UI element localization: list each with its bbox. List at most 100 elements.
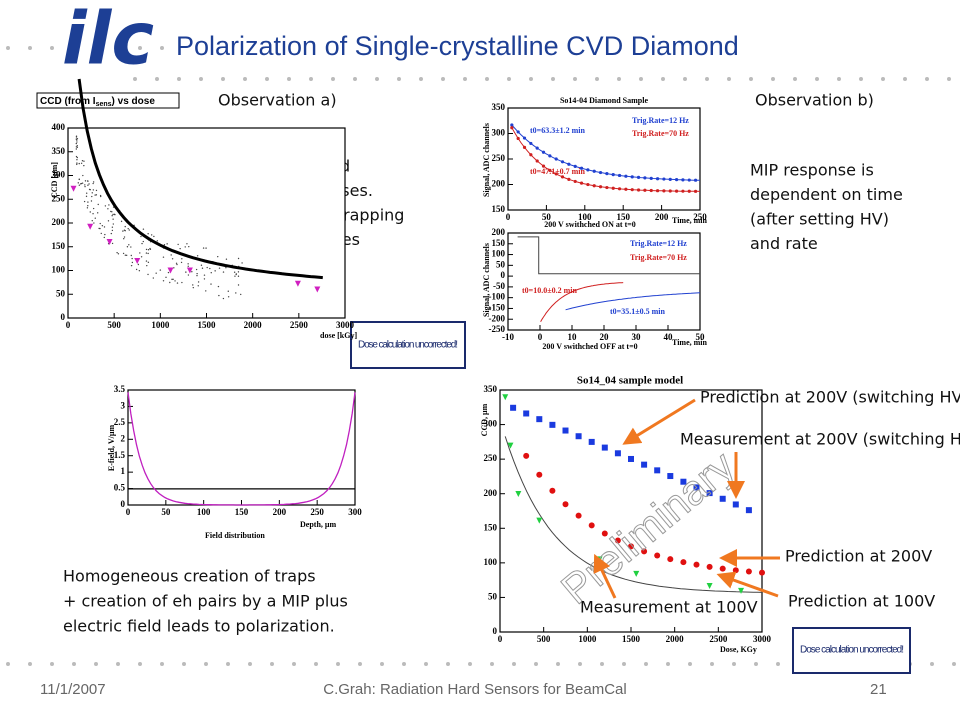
- x-unit: Time, min: [672, 216, 708, 225]
- scatter-dot: [76, 143, 77, 144]
- point: [733, 567, 739, 573]
- point: [643, 176, 646, 179]
- dot: [72, 662, 76, 666]
- scatter-dot: [110, 211, 111, 212]
- scatter-dot: [218, 286, 219, 287]
- point: [555, 157, 558, 160]
- dot: [815, 77, 819, 81]
- scatter-dot: [91, 196, 92, 197]
- scatter-dot: [218, 295, 219, 296]
- scatter-dot: [234, 272, 235, 273]
- y-tick-label: 350: [52, 146, 66, 156]
- point: [586, 183, 589, 186]
- point: [675, 189, 678, 192]
- text-line: (after setting HV): [750, 210, 889, 229]
- dot: [732, 662, 736, 666]
- scatter-dot: [125, 226, 126, 227]
- x-axis-label: Dose, KGy: [720, 645, 757, 654]
- point: [694, 562, 700, 568]
- scatter-dot: [217, 256, 218, 257]
- scatter-dot: [188, 274, 189, 275]
- point: [650, 177, 653, 180]
- scatter-dot: [169, 282, 170, 283]
- point: [667, 556, 673, 562]
- scatter-dot: [176, 264, 177, 265]
- scatter-dot: [76, 159, 77, 160]
- scatter-dot: [238, 276, 239, 277]
- scatter-dot: [112, 218, 113, 219]
- scatter-dot: [87, 205, 88, 206]
- scatter-dot: [125, 255, 126, 256]
- x-tick-label: 0: [126, 507, 131, 517]
- dot: [270, 662, 274, 666]
- point: [510, 123, 513, 126]
- square: [733, 501, 739, 507]
- point: [580, 182, 583, 185]
- x-tick-label: 200: [273, 507, 287, 517]
- scatter-dot: [88, 183, 89, 184]
- scatter-dot: [87, 185, 88, 186]
- point: [680, 559, 686, 565]
- scatter-dot: [122, 230, 123, 231]
- plot-title: So14-04 Diamond Sample: [560, 96, 648, 105]
- plot-frame: [128, 390, 355, 505]
- y-tick-label: -100: [489, 292, 506, 302]
- dot: [947, 77, 951, 81]
- point: [510, 126, 513, 129]
- scatter-dot: [85, 180, 86, 181]
- scatter-dot: [124, 236, 125, 237]
- scatter-dot: [234, 275, 235, 276]
- scatter-dot: [177, 244, 178, 245]
- dot: [578, 662, 582, 666]
- annotation: Measurement at 100V: [580, 598, 758, 617]
- dot: [204, 662, 208, 666]
- dot: [490, 662, 494, 666]
- scatter-dot: [76, 141, 77, 142]
- scatter-dot: [83, 161, 84, 162]
- scatter-dot: [186, 243, 187, 244]
- dot: [617, 77, 621, 81]
- scatter-dot: [82, 160, 83, 161]
- scatter-dot: [97, 212, 98, 213]
- dot: [661, 77, 665, 81]
- scatter-dot: [191, 271, 192, 272]
- scatter-dot: [96, 190, 97, 191]
- dot: [50, 662, 54, 666]
- point: [618, 187, 621, 190]
- y-tick-label: 0: [501, 270, 506, 280]
- dot: [155, 77, 159, 81]
- scatter-dot: [111, 215, 112, 216]
- dot: [116, 662, 120, 666]
- scatter-dot: [166, 243, 167, 244]
- point: [605, 172, 608, 175]
- scatter-dot: [83, 165, 84, 166]
- dot: [529, 77, 533, 81]
- point: [576, 513, 582, 519]
- dot: [925, 77, 929, 81]
- scatter-dot: [93, 189, 94, 190]
- y-tick-label: 300: [492, 128, 506, 138]
- scatter-dot: [157, 240, 158, 241]
- scatter-dot: [136, 269, 137, 270]
- x-tick-label: 150: [235, 507, 249, 517]
- scatter-dot: [238, 258, 239, 259]
- y-tick-label: 400: [52, 122, 66, 132]
- dot: [952, 662, 956, 666]
- scatter-dot: [113, 223, 114, 224]
- scatter-dot: [196, 273, 197, 274]
- dot: [556, 662, 560, 666]
- scatter-dot: [187, 263, 188, 264]
- y-tick-label: 3: [121, 400, 126, 410]
- dot: [375, 77, 379, 81]
- dot: [6, 46, 10, 50]
- scatter-dot: [112, 226, 113, 227]
- point: [662, 189, 665, 192]
- scatter-dot: [84, 186, 85, 187]
- point: [593, 184, 596, 187]
- dot: [507, 77, 511, 81]
- scatter-dot: [181, 282, 182, 283]
- y-tick-label: 350: [484, 384, 498, 394]
- dot: [837, 77, 841, 81]
- point: [694, 179, 697, 182]
- scatter-dot: [84, 184, 85, 185]
